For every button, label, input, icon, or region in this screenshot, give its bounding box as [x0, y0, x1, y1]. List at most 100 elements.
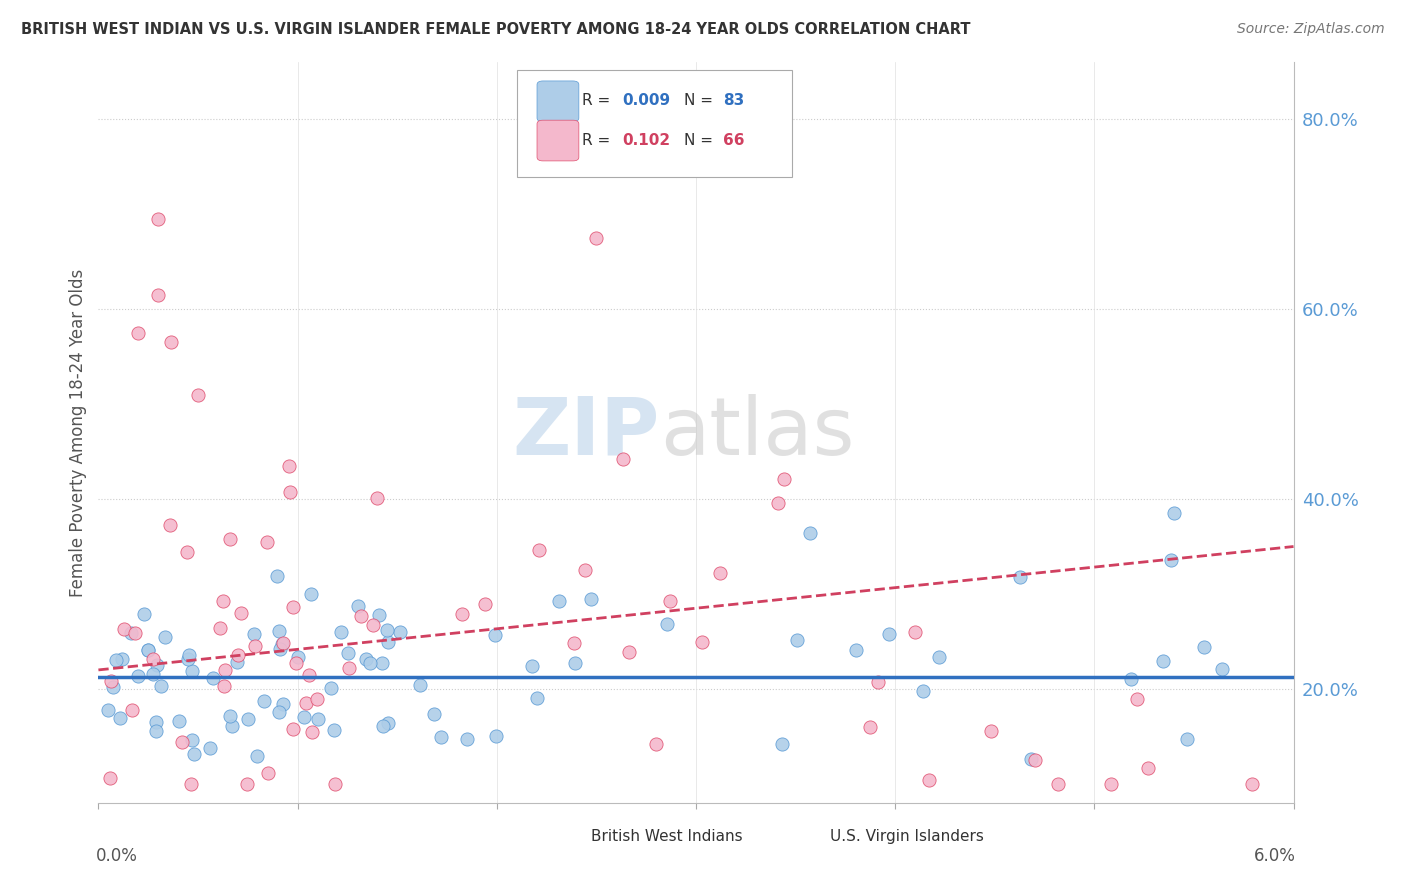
Point — [363, 618, 385, 632]
Point — [350, 609, 373, 624]
Text: 66: 66 — [724, 133, 745, 148]
Point — [176, 545, 198, 559]
Point — [485, 729, 508, 743]
Point — [187, 387, 209, 401]
FancyBboxPatch shape — [548, 821, 586, 853]
Point — [574, 562, 596, 576]
Point — [329, 624, 352, 639]
Point — [214, 663, 236, 677]
Point — [301, 725, 323, 739]
Point — [346, 599, 368, 614]
Point — [548, 594, 571, 608]
Point — [770, 737, 793, 751]
Point — [645, 737, 668, 751]
Point — [180, 777, 202, 791]
Point — [120, 626, 142, 640]
Point — [278, 458, 301, 473]
Point — [868, 674, 890, 689]
Point — [1047, 777, 1070, 791]
Point — [768, 496, 790, 510]
Point — [1099, 777, 1122, 791]
Point — [138, 643, 160, 657]
Point — [1192, 640, 1215, 655]
Point — [238, 713, 260, 727]
Point — [236, 777, 259, 791]
Point — [786, 633, 808, 648]
Point — [212, 679, 235, 693]
Point — [859, 720, 882, 734]
Point — [266, 568, 288, 582]
Point — [299, 587, 322, 601]
Point — [181, 664, 204, 678]
Point — [281, 600, 304, 615]
Point — [287, 649, 309, 664]
Point — [256, 766, 278, 780]
Point — [337, 661, 360, 675]
Point — [231, 606, 253, 620]
Point — [690, 635, 713, 649]
Point — [377, 635, 399, 649]
Point — [579, 591, 602, 606]
Point — [450, 607, 472, 621]
Point — [101, 681, 124, 695]
Point — [305, 692, 328, 706]
Text: atlas: atlas — [661, 393, 855, 472]
Point — [322, 723, 344, 738]
Point — [177, 648, 200, 662]
Point — [167, 714, 190, 728]
Point — [159, 518, 181, 533]
Point — [336, 646, 359, 660]
FancyBboxPatch shape — [537, 120, 579, 161]
Point — [564, 656, 586, 670]
Text: R =: R = — [582, 133, 616, 148]
Point — [219, 532, 242, 546]
Point — [619, 645, 641, 659]
Point — [98, 772, 121, 786]
Point — [256, 535, 278, 549]
Point — [368, 607, 391, 622]
Point — [1240, 777, 1263, 791]
Point — [170, 734, 193, 748]
Text: 83: 83 — [724, 94, 745, 109]
Point — [124, 626, 146, 640]
Point — [1152, 654, 1174, 668]
Point — [160, 334, 183, 349]
Text: N =: N = — [685, 94, 718, 109]
Point — [845, 643, 868, 657]
Point — [319, 681, 342, 696]
Point — [218, 708, 240, 723]
Point — [409, 678, 432, 692]
Text: British West Indians: British West Indians — [591, 830, 742, 845]
FancyBboxPatch shape — [537, 81, 579, 121]
Point — [267, 705, 290, 719]
Point — [271, 697, 294, 711]
Point — [1160, 553, 1182, 567]
Point — [484, 628, 506, 642]
Point — [298, 668, 321, 682]
Point — [252, 694, 274, 708]
Point — [153, 631, 176, 645]
Point — [142, 667, 165, 681]
Point — [284, 656, 307, 670]
Point — [145, 723, 167, 738]
Point — [221, 719, 243, 733]
Text: 6.0%: 6.0% — [1254, 847, 1296, 865]
Point — [148, 288, 170, 302]
Point — [100, 674, 122, 689]
Point — [273, 636, 295, 650]
Point — [1211, 663, 1233, 677]
Point — [1137, 762, 1160, 776]
Point — [709, 566, 731, 580]
Point — [243, 639, 266, 653]
Point — [526, 690, 548, 705]
Point — [181, 732, 204, 747]
Point — [904, 624, 927, 639]
Point — [228, 648, 250, 662]
Point — [105, 653, 128, 667]
Point — [928, 649, 950, 664]
Point — [1010, 570, 1032, 584]
Text: N =: N = — [685, 133, 718, 148]
Point — [150, 679, 173, 693]
Text: BRITISH WEST INDIAN VS U.S. VIRGIN ISLANDER FEMALE POVERTY AMONG 18-24 YEAR OLDS: BRITISH WEST INDIAN VS U.S. VIRGIN ISLAN… — [21, 22, 970, 37]
Point — [292, 710, 315, 724]
